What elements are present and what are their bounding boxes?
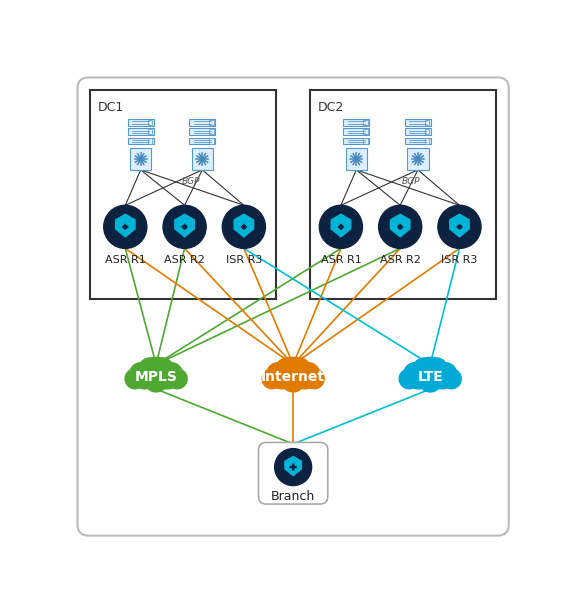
Circle shape xyxy=(287,358,311,381)
FancyBboxPatch shape xyxy=(405,119,431,126)
Circle shape xyxy=(140,358,172,389)
Circle shape xyxy=(262,369,282,388)
Polygon shape xyxy=(284,456,302,476)
Circle shape xyxy=(223,205,265,248)
Circle shape xyxy=(276,358,299,381)
FancyBboxPatch shape xyxy=(128,138,154,144)
Circle shape xyxy=(150,358,174,381)
Polygon shape xyxy=(449,214,470,238)
FancyBboxPatch shape xyxy=(363,129,368,134)
FancyBboxPatch shape xyxy=(128,128,154,135)
Circle shape xyxy=(414,358,446,389)
FancyBboxPatch shape xyxy=(128,119,154,126)
Text: Branch: Branch xyxy=(271,490,315,503)
Text: ASR R2: ASR R2 xyxy=(164,254,205,265)
FancyBboxPatch shape xyxy=(90,90,276,299)
FancyBboxPatch shape xyxy=(209,120,214,125)
Polygon shape xyxy=(331,214,351,238)
FancyBboxPatch shape xyxy=(209,129,214,134)
Circle shape xyxy=(379,205,422,248)
FancyBboxPatch shape xyxy=(259,443,328,504)
Polygon shape xyxy=(233,214,255,238)
FancyBboxPatch shape xyxy=(192,148,213,170)
Text: MPLS: MPLS xyxy=(134,370,177,384)
Circle shape xyxy=(319,205,363,248)
FancyBboxPatch shape xyxy=(310,90,496,299)
FancyBboxPatch shape xyxy=(189,138,216,144)
Circle shape xyxy=(138,358,162,381)
FancyBboxPatch shape xyxy=(405,138,431,144)
Text: ASR R2: ASR R2 xyxy=(380,254,420,265)
Text: LTE: LTE xyxy=(418,370,443,384)
FancyBboxPatch shape xyxy=(148,129,152,134)
Circle shape xyxy=(132,363,157,389)
Circle shape xyxy=(163,205,206,248)
FancyBboxPatch shape xyxy=(343,119,370,126)
FancyBboxPatch shape xyxy=(425,120,430,125)
Circle shape xyxy=(424,358,448,381)
FancyBboxPatch shape xyxy=(407,148,428,170)
Circle shape xyxy=(304,369,324,388)
FancyBboxPatch shape xyxy=(127,375,185,385)
Text: DC2: DC2 xyxy=(318,101,344,114)
FancyBboxPatch shape xyxy=(189,119,216,126)
Polygon shape xyxy=(174,214,195,238)
Circle shape xyxy=(404,363,426,385)
Text: ISR R3: ISR R3 xyxy=(226,254,262,265)
FancyBboxPatch shape xyxy=(363,120,368,125)
FancyBboxPatch shape xyxy=(189,128,216,135)
Circle shape xyxy=(167,369,187,388)
Circle shape xyxy=(269,363,295,389)
FancyBboxPatch shape xyxy=(209,138,214,144)
FancyBboxPatch shape xyxy=(78,78,509,535)
FancyBboxPatch shape xyxy=(425,138,430,144)
FancyBboxPatch shape xyxy=(405,128,431,135)
Circle shape xyxy=(144,368,168,392)
Text: ISR R3: ISR R3 xyxy=(441,254,478,265)
Circle shape xyxy=(277,358,309,389)
Circle shape xyxy=(412,358,436,381)
Circle shape xyxy=(104,205,147,248)
Circle shape xyxy=(155,363,181,389)
Circle shape xyxy=(275,449,312,486)
Circle shape xyxy=(419,368,442,392)
Circle shape xyxy=(160,363,182,385)
FancyBboxPatch shape xyxy=(148,120,152,125)
Polygon shape xyxy=(390,214,411,238)
FancyBboxPatch shape xyxy=(148,138,152,144)
FancyBboxPatch shape xyxy=(345,148,367,170)
Circle shape xyxy=(406,363,431,389)
FancyBboxPatch shape xyxy=(363,138,368,144)
FancyBboxPatch shape xyxy=(130,148,152,170)
Text: Internet: Internet xyxy=(261,370,325,384)
Text: ASR R1: ASR R1 xyxy=(320,254,362,265)
Text: ASR R1: ASR R1 xyxy=(105,254,146,265)
Text: BGP: BGP xyxy=(181,177,200,186)
FancyBboxPatch shape xyxy=(401,375,459,385)
Circle shape xyxy=(292,363,317,389)
Circle shape xyxy=(399,369,419,388)
Circle shape xyxy=(297,363,320,385)
Circle shape xyxy=(130,363,152,385)
Circle shape xyxy=(267,363,289,385)
Circle shape xyxy=(442,369,461,388)
Circle shape xyxy=(125,369,145,388)
Circle shape xyxy=(429,363,455,389)
FancyBboxPatch shape xyxy=(343,128,370,135)
Circle shape xyxy=(438,205,481,248)
Text: BGP: BGP xyxy=(402,177,420,186)
FancyBboxPatch shape xyxy=(343,138,370,144)
Polygon shape xyxy=(115,214,136,238)
Circle shape xyxy=(434,363,456,385)
Text: DC1: DC1 xyxy=(98,101,124,114)
Circle shape xyxy=(281,368,305,392)
FancyBboxPatch shape xyxy=(264,375,323,385)
FancyBboxPatch shape xyxy=(425,129,430,134)
